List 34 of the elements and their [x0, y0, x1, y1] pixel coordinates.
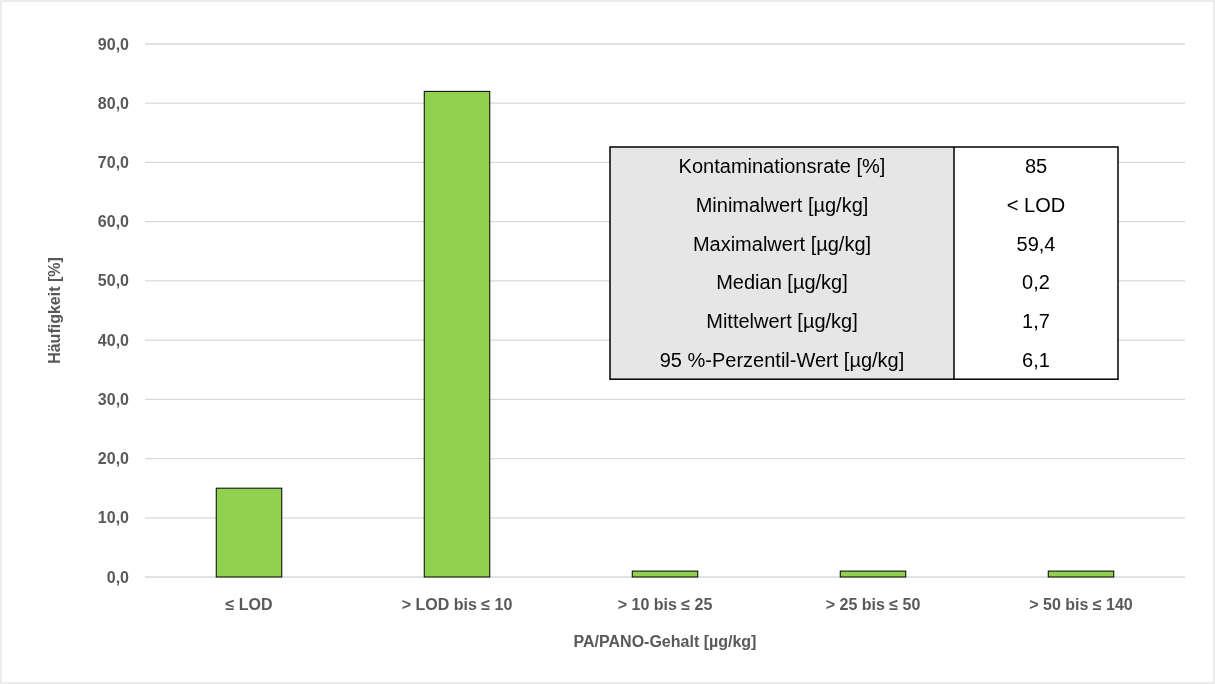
bar: [423, 90, 491, 578]
y-tick-label: 90,0: [97, 35, 130, 53]
y-tick-label: 80,0: [97, 94, 130, 112]
annotation: < LOD: [1006, 194, 1066, 217]
y-tick-label: 10,0: [97, 509, 130, 527]
y-tick-label: 50,0: [97, 272, 130, 290]
annotation: Mittelwert [µg/kg]: [706, 310, 858, 333]
x-tick-label: > 25 bis ≤ 50: [825, 596, 921, 613]
bar: [215, 487, 283, 578]
x-tick-label: > LOD bis ≤ 10: [401, 596, 513, 613]
annotation: 1,7: [1022, 310, 1050, 333]
bar: [1047, 570, 1115, 578]
y-tick-label: 20,0: [97, 450, 130, 468]
annotation: 0,2: [1022, 271, 1050, 294]
y-tick-label: 60,0: [97, 213, 130, 231]
annotation: Kontaminationsrate [%]: [678, 155, 886, 178]
y-axis-title: Häufigkeit [%]: [46, 257, 63, 364]
annotation: 95 %-Perzentil-Wert [µg/kg]: [659, 348, 905, 371]
annotation: Median [µg/kg]: [716, 271, 848, 294]
x-axis-title: PA/PANO-Gehalt [µg/kg]: [573, 633, 757, 650]
annotation: Maximalwert [µg/kg]: [692, 232, 872, 255]
annotation: 59,4: [1016, 232, 1056, 255]
y-tick-label: 40,0: [97, 331, 130, 349]
y-tick-label: 0,0: [106, 568, 130, 586]
y-tick-label: 70,0: [97, 154, 130, 172]
annotation: 85: [1024, 155, 1048, 178]
x-tick-label: > 10 bis ≤ 25: [617, 596, 713, 613]
bar: [839, 570, 907, 578]
y-tick-label: 30,0: [97, 390, 130, 408]
annotation: Minimalwert [µg/kg]: [695, 194, 869, 217]
x-tick-label: > 50 bis ≤ 140: [1029, 596, 1133, 613]
annotation: 6,1: [1022, 348, 1050, 371]
bar: [631, 570, 699, 578]
x-tick-label: ≤ LOD: [225, 596, 273, 613]
